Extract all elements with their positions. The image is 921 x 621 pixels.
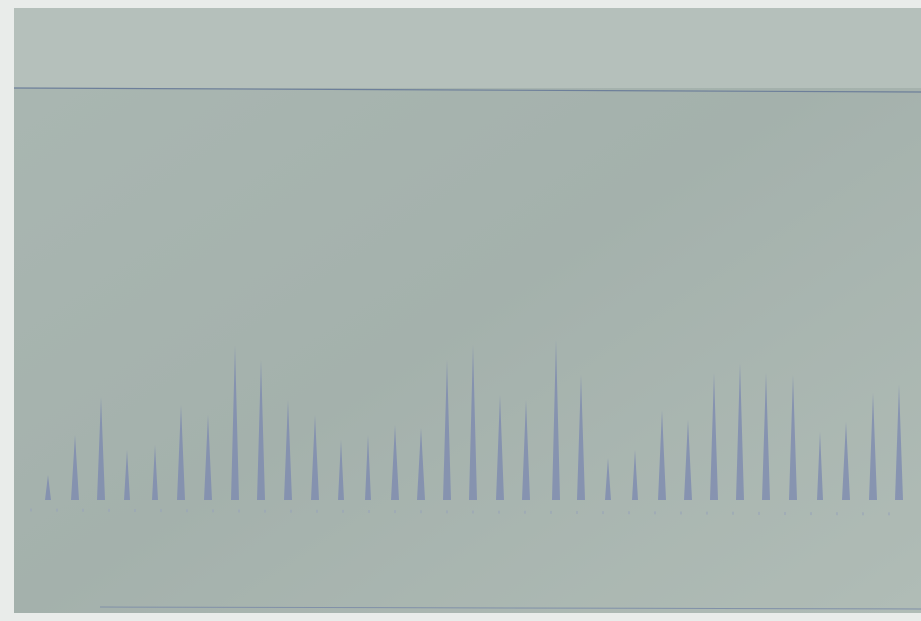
paper-sheet [14, 8, 921, 613]
header-band [14, 8, 921, 88]
page [0, 0, 921, 621]
photo [0, 0, 921, 621]
